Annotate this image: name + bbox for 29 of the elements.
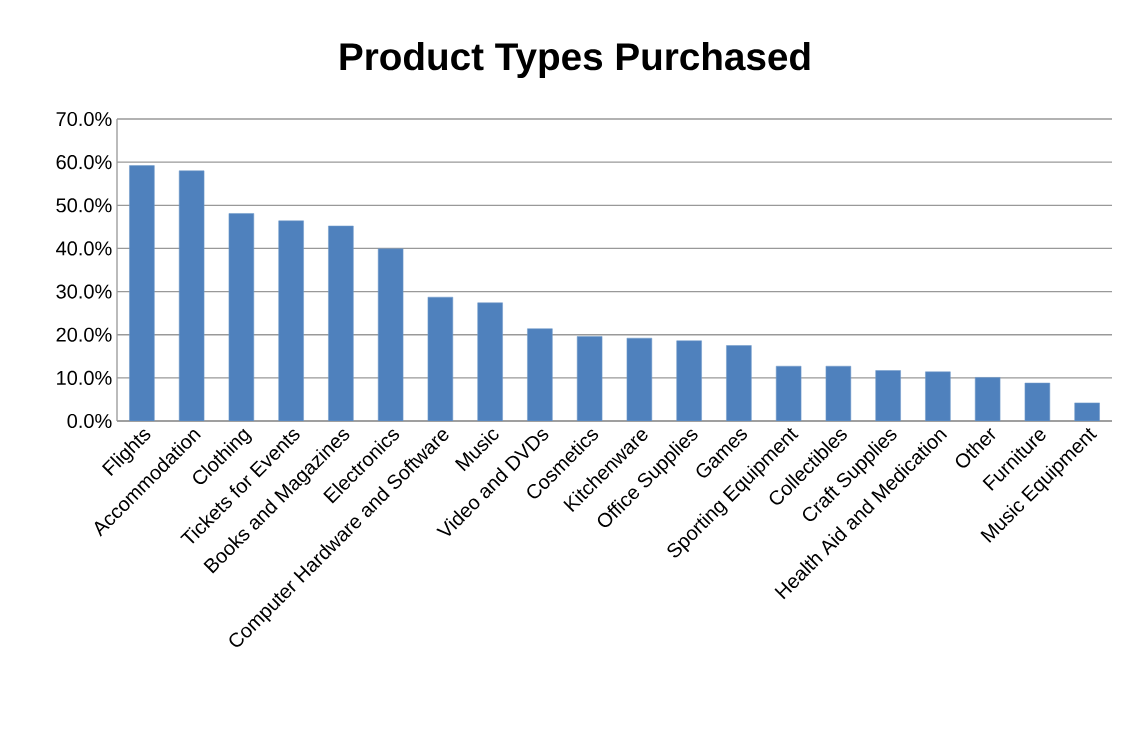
bar	[377, 248, 404, 421]
bar	[825, 365, 852, 421]
chart-title: Product Types Purchased	[340, 41, 810, 79]
bar	[1024, 382, 1051, 421]
y-tick-label: 70.0%	[56, 111, 112, 127]
y-tick-label: 50.0%	[56, 198, 112, 213]
bar	[626, 337, 653, 421]
y-tick-label: 10.0%	[57, 370, 112, 385]
bar	[1074, 402, 1100, 421]
bar	[875, 370, 901, 421]
bar	[576, 336, 603, 421]
bar	[925, 371, 951, 421]
bar	[228, 213, 255, 421]
y-tick-label: 20.0%	[56, 327, 112, 342]
y-tick-label: 60.0%	[56, 155, 112, 170]
bar	[129, 165, 155, 421]
bar	[178, 170, 205, 421]
bar	[527, 328, 553, 421]
y-tick-label: 30.0%	[56, 284, 112, 299]
bar	[278, 220, 304, 421]
bar	[974, 377, 1001, 421]
bar	[328, 225, 354, 421]
bar	[676, 340, 702, 421]
y-tick-label: 0.0%	[67, 413, 112, 429]
bar	[775, 365, 802, 421]
y-tick-label: 40.0%	[56, 241, 112, 256]
bar	[477, 302, 503, 421]
bar	[726, 345, 752, 421]
bar	[427, 296, 454, 421]
